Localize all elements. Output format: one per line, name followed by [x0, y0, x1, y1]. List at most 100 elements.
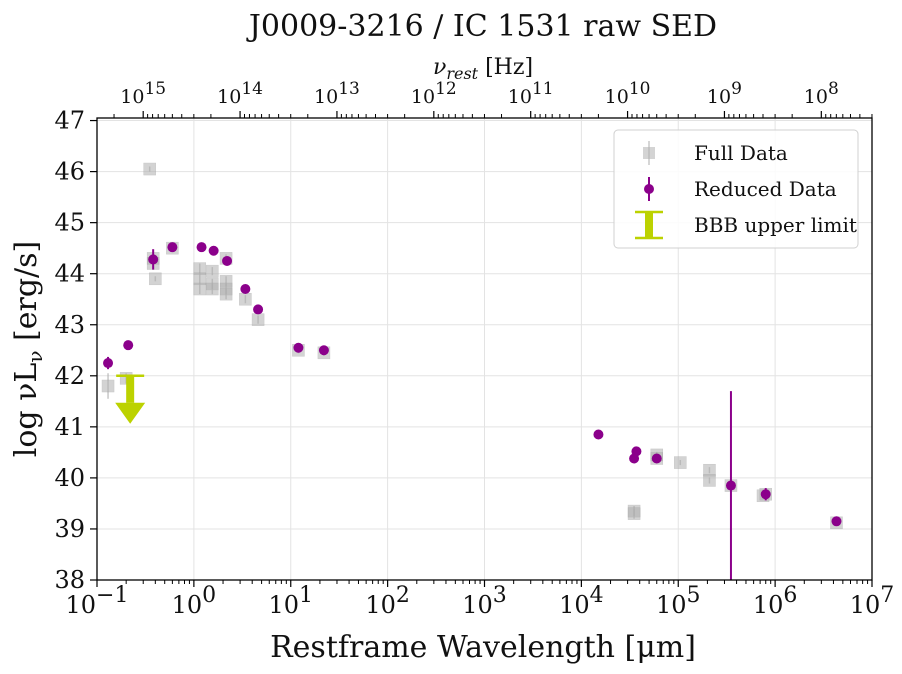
- reduced-data-point: [196, 242, 207, 253]
- full-data-point: [239, 292, 252, 306]
- y-tick-label: 42: [54, 362, 85, 390]
- full-data-point: [193, 282, 207, 296]
- y-tick-label: 47: [54, 107, 85, 135]
- bbb-arrow-head: [115, 402, 146, 424]
- full-data-point: [206, 282, 219, 296]
- reduced-data-marker: [651, 453, 662, 464]
- full-data-point: [674, 456, 687, 469]
- top-tick-label: 1015: [120, 79, 166, 108]
- top-tick-label: 108: [804, 79, 839, 108]
- top-tick-label: 1011: [508, 79, 554, 108]
- reduced-data-marker: [167, 242, 178, 253]
- tick-labels: 38 39 40 41 42 43 44 45 46 47 10−1 100 101 102 103 104 1…: [54, 79, 894, 619]
- reduced-data-marker: [631, 446, 642, 457]
- legend-label: BBB upper limit: [694, 213, 857, 237]
- top-tick-label: 1010: [605, 79, 651, 108]
- reduced-data-point: [831, 516, 842, 527]
- top-tick-label: 1014: [217, 79, 263, 108]
- reduced-data-marker: [593, 429, 604, 440]
- legend-bbb-bar: [645, 212, 653, 238]
- full-data-marker: [101, 379, 115, 393]
- reduced-data-point: [123, 340, 134, 351]
- reduced-data-point: [631, 446, 642, 457]
- data-markers: [101, 162, 843, 580]
- legend-reduced-marker: [644, 184, 654, 194]
- x-axis-label: Restframe Wavelength [μm]: [270, 630, 696, 665]
- chart-title: J0009-3216 / IC 1531 raw SED: [246, 9, 717, 44]
- x-tick-label: 105: [656, 583, 701, 619]
- top-axis-label-subscript: rest: [446, 64, 478, 83]
- reduced-data-marker: [123, 340, 134, 351]
- full-data-point: [193, 262, 207, 275]
- y-axis-label: log νLν [erg/s]: [9, 241, 47, 457]
- reduced-data-marker: [318, 345, 329, 356]
- y-axis-label-subscript: ν: [23, 351, 47, 363]
- full-data-marker: [674, 456, 687, 469]
- legend-label: Full Data: [694, 141, 788, 165]
- legend-full-marker: [643, 147, 655, 159]
- reduced-data-marker: [293, 342, 304, 353]
- legend-item: Full Data: [643, 141, 788, 165]
- bbb-arrow-shaft: [126, 375, 135, 403]
- full-data-point: [143, 162, 156, 176]
- y-tick-label: 43: [54, 311, 85, 339]
- top-axis-label-symbol: ν: [433, 55, 446, 80]
- reduced-data-point: [651, 453, 662, 464]
- reduced-data-point: [208, 245, 219, 256]
- reduced-data-marker: [831, 516, 842, 527]
- top-axis-label: νrest [Hz]: [433, 55, 533, 83]
- y-tick-label: 40: [54, 464, 85, 492]
- y-tick-label: 46: [54, 158, 85, 186]
- reduced-data-marker: [148, 254, 159, 265]
- top-axis-label-unit: [Hz]: [478, 55, 533, 80]
- reduced-data-point: [760, 488, 771, 501]
- full-data-marker: [149, 272, 162, 286]
- x-tick-label: 100: [172, 583, 217, 619]
- full-data-point: [703, 463, 716, 477]
- full-data-marker: [193, 282, 207, 296]
- legend-box: [613, 129, 859, 249]
- reduced-data-marker: [222, 255, 233, 266]
- x-tick-label: 101: [268, 583, 313, 619]
- x-tick-label: 107: [850, 583, 895, 619]
- full-data-point: [101, 373, 115, 399]
- reduced-data-point: [293, 342, 304, 353]
- legend-label: Reduced Data: [694, 177, 837, 201]
- x-tick-label: 10−1: [66, 583, 129, 619]
- reduced-data-point: [253, 304, 264, 315]
- reduced-data-point: [725, 391, 736, 580]
- reduced-data-marker: [103, 358, 114, 369]
- reduced-data-point: [240, 284, 251, 295]
- legend-item: Reduced Data: [644, 177, 837, 201]
- x-tick-label: 104: [559, 583, 604, 619]
- full-data-point: [219, 287, 233, 301]
- reduced-data-marker: [725, 480, 736, 491]
- y-tick-label: 44: [54, 260, 85, 288]
- reduced-data-point: [148, 249, 159, 270]
- axis-ticks: [90, 111, 873, 587]
- reduced-data-point: [318, 345, 329, 356]
- full-data-point: [149, 272, 162, 286]
- full-data-marker: [627, 507, 641, 520]
- reduced-data-marker: [253, 304, 264, 315]
- full-data-point: [703, 474, 716, 487]
- top-tick-label: 109: [707, 79, 742, 108]
- y-tick-label: 39: [54, 515, 85, 543]
- full-data-marker: [206, 282, 219, 296]
- y-axis-label-main: log νL: [9, 363, 44, 458]
- top-tick-label: 1012: [411, 79, 457, 108]
- full-data-point: [627, 507, 641, 520]
- reduced-data-marker: [208, 245, 219, 256]
- x-tick-label: 102: [365, 583, 410, 619]
- reduced-data-marker: [760, 489, 771, 500]
- reduced-data-point: [103, 356, 114, 370]
- y-tick-label: 45: [54, 209, 85, 237]
- full-data-point: [251, 313, 265, 326]
- reduced-data-marker: [196, 242, 207, 253]
- full-data-marker: [239, 292, 252, 306]
- x-tick-label: 106: [753, 583, 798, 619]
- reduced-data-marker: [240, 284, 251, 295]
- y-tick-label: 41: [54, 413, 85, 441]
- full-data-marker: [206, 264, 219, 278]
